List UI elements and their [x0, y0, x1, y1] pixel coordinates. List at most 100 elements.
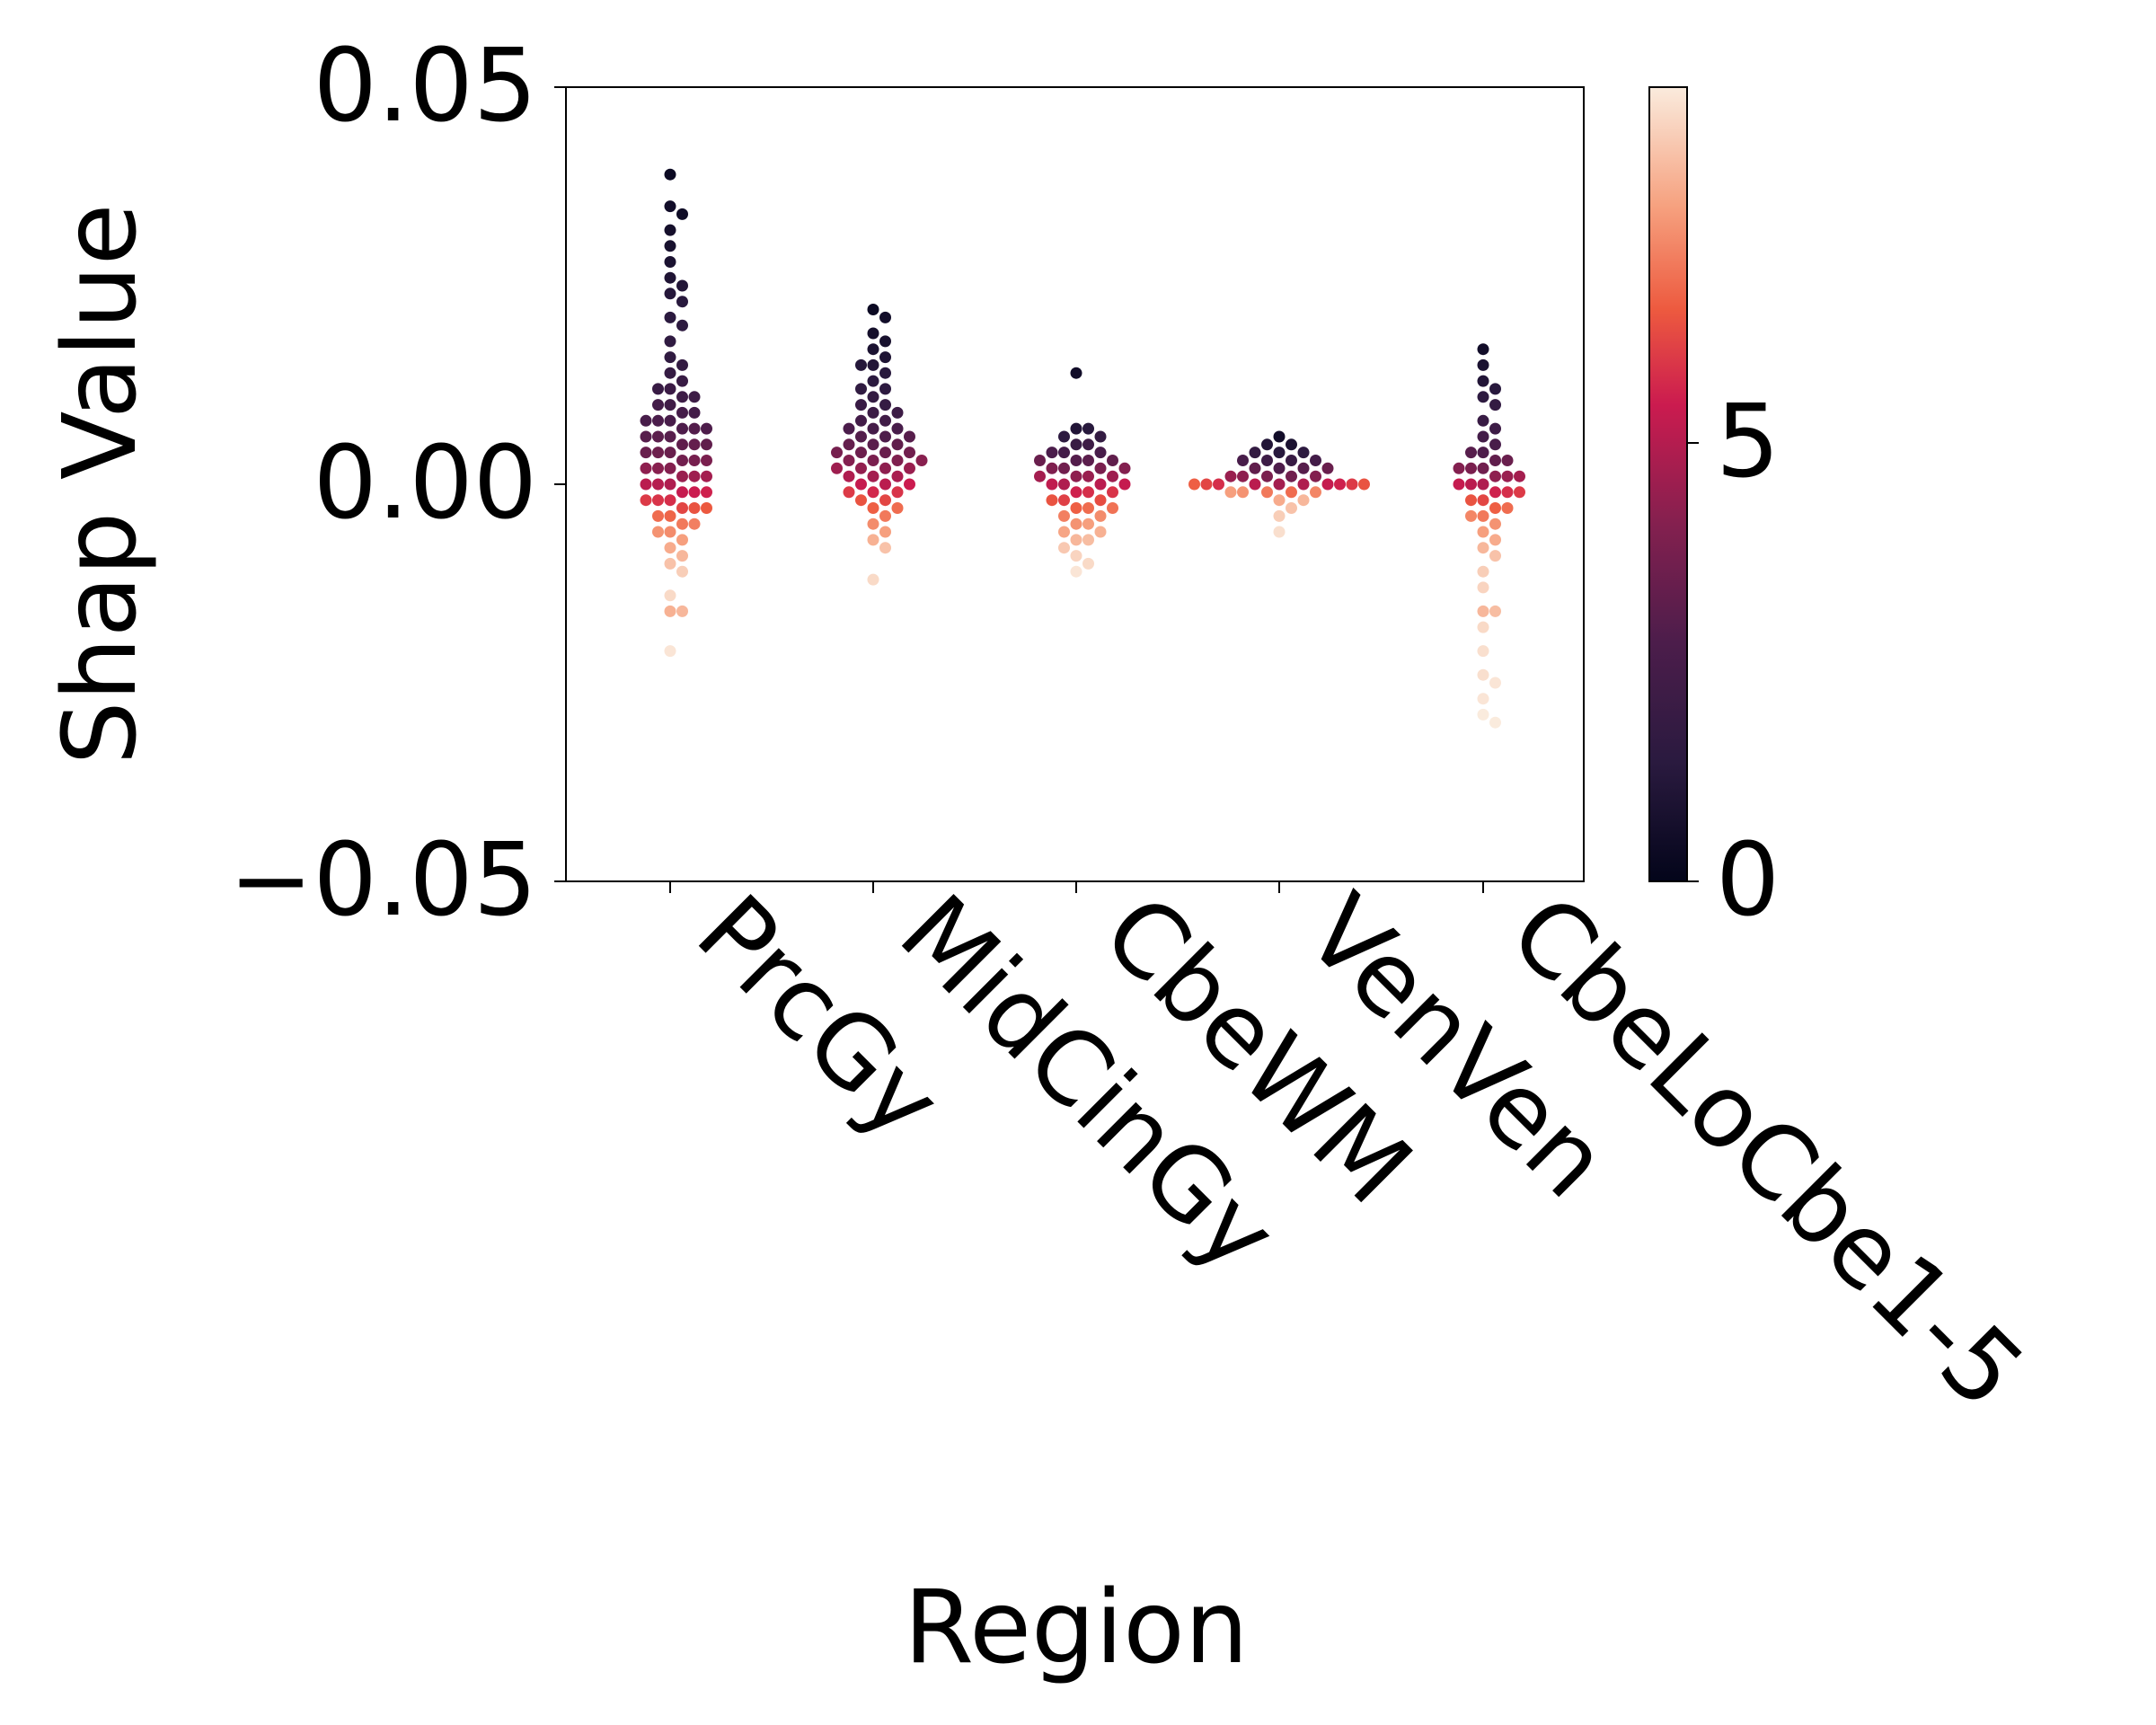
- data-point: [664, 399, 676, 411]
- data-point: [1273, 478, 1286, 491]
- data-point: [1489, 470, 1501, 482]
- data-point: [676, 534, 688, 546]
- data-point: [1477, 693, 1489, 705]
- data-point: [879, 399, 891, 411]
- data-point: [664, 288, 676, 300]
- data-point: [676, 470, 688, 482]
- data-point: [1489, 518, 1501, 530]
- data-point: [664, 589, 676, 602]
- data-point: [879, 367, 891, 379]
- data-point: [1082, 557, 1094, 570]
- data-point: [1237, 470, 1249, 482]
- data-point: [879, 542, 891, 554]
- data-point: [1477, 526, 1489, 538]
- data-point: [1094, 494, 1107, 507]
- data-point: [676, 208, 688, 220]
- data-point: [652, 478, 664, 491]
- data-point: [1477, 414, 1489, 427]
- data-point: [1453, 478, 1465, 491]
- data-point: [1297, 478, 1310, 491]
- data-point: [1224, 470, 1237, 482]
- data-point: [676, 422, 688, 435]
- data-point: [676, 406, 688, 419]
- data-point: [1489, 605, 1501, 617]
- data-point: [879, 430, 891, 443]
- data-point: [1465, 447, 1477, 459]
- data-point: [1273, 447, 1286, 459]
- data-point: [652, 383, 664, 395]
- data-point: [1107, 486, 1118, 499]
- data-point: [1477, 668, 1489, 681]
- data-point: [1273, 462, 1286, 474]
- data-point: [664, 335, 676, 348]
- data-point: [855, 478, 867, 491]
- data-point: [676, 605, 688, 617]
- data-point: [1082, 422, 1094, 435]
- data-point: [1070, 534, 1082, 546]
- data-point: [652, 414, 664, 427]
- data-point: [1118, 478, 1131, 491]
- data-point: [1453, 462, 1465, 474]
- data-point: [867, 518, 879, 530]
- data-point: [1465, 462, 1477, 474]
- data-point: [664, 509, 676, 522]
- data-point: [879, 351, 891, 364]
- data-point: [1273, 430, 1286, 443]
- data-point: [891, 486, 904, 499]
- data-point: [1070, 470, 1082, 482]
- data-point: [688, 422, 701, 435]
- data-point: [664, 414, 676, 427]
- data-point: [1070, 422, 1082, 435]
- data-point: [1501, 502, 1514, 514]
- data-point: [855, 399, 867, 411]
- data-point: [904, 462, 915, 474]
- data-point: [1310, 470, 1321, 482]
- data-point: [1310, 486, 1321, 499]
- data-point: [891, 422, 904, 435]
- data-point: [1465, 494, 1477, 507]
- data-point: [640, 478, 652, 491]
- data-point: [640, 414, 652, 427]
- data-point: [1094, 509, 1107, 522]
- data-point: [640, 447, 652, 459]
- data-point: [1321, 462, 1334, 474]
- data-point: [664, 168, 676, 181]
- data-point: [1346, 478, 1358, 491]
- data-point: [1310, 455, 1321, 466]
- data-point: [1058, 462, 1070, 474]
- data-point: [1489, 455, 1501, 466]
- data-point: [904, 447, 915, 459]
- data-point: [1501, 486, 1514, 499]
- data-point: [867, 438, 879, 451]
- data-point: [1094, 447, 1107, 459]
- data-point: [1489, 716, 1501, 729]
- data-point: [640, 494, 652, 507]
- data-point: [1237, 486, 1249, 499]
- data-point: [1094, 478, 1107, 491]
- data-point: [1273, 494, 1286, 507]
- data-point: [867, 406, 879, 419]
- data-point: [891, 406, 904, 419]
- data-point: [676, 375, 688, 387]
- data-point: [1477, 509, 1489, 522]
- data-point: [1477, 565, 1489, 578]
- data-point: [1477, 375, 1489, 387]
- data-point: [867, 343, 879, 356]
- data-point: [1477, 343, 1489, 356]
- colorbar-tick-label: 0: [1716, 822, 1780, 939]
- data-point: [1477, 542, 1489, 554]
- data-point: [1094, 526, 1107, 538]
- data-point: [1477, 645, 1489, 658]
- data-point: [701, 502, 712, 514]
- data-point: [664, 542, 676, 554]
- data-point: [1501, 470, 1514, 482]
- data-point: [676, 486, 688, 499]
- data-point: [664, 430, 676, 443]
- data-point: [664, 645, 676, 658]
- data-point: [701, 438, 712, 451]
- data-point: [688, 391, 701, 403]
- data-point: [1058, 526, 1070, 538]
- data-point: [664, 200, 676, 213]
- data-point: [688, 406, 701, 419]
- data-point: [701, 455, 712, 466]
